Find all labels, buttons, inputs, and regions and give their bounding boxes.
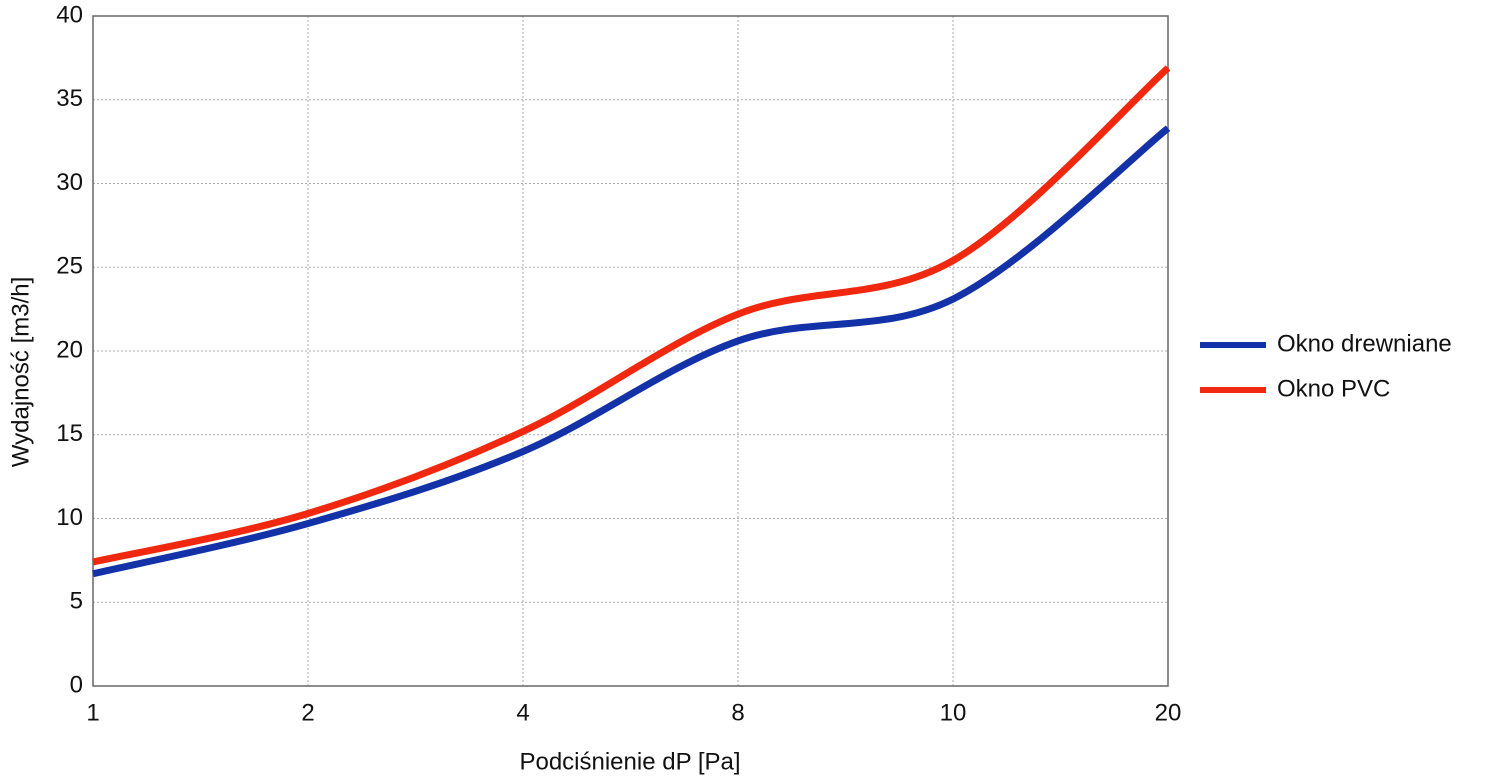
y-tick-label: 40 xyxy=(56,1,83,28)
y-tick-label: 10 xyxy=(56,504,83,531)
legend-label: Okno drewniane xyxy=(1277,330,1452,357)
y-tick-label: 5 xyxy=(70,588,83,615)
y-tick-label: 25 xyxy=(56,253,83,280)
x-tick-label: 20 xyxy=(1155,699,1182,726)
plot-border xyxy=(92,15,1169,687)
y-tick-label: 15 xyxy=(56,420,83,447)
x-tick-label: 1 xyxy=(86,699,99,726)
x-tick-label: 10 xyxy=(940,699,967,726)
y-tick-label: 35 xyxy=(56,85,83,112)
x-axis-label: Podciśnienie dP [Pa] xyxy=(519,748,740,775)
x-tick-label: 8 xyxy=(731,699,744,726)
y-tick-label: 30 xyxy=(56,169,83,196)
x-tick-label: 2 xyxy=(301,699,314,726)
y-tick-label: 0 xyxy=(70,671,83,698)
line-series xyxy=(92,125,1171,578)
legend-label: Okno PVC xyxy=(1277,375,1390,402)
y-axis-label: Wydajność [m3/h] xyxy=(7,277,34,468)
y-tick-label: 20 xyxy=(56,336,83,363)
x-tick-label: 4 xyxy=(516,699,529,726)
line-series xyxy=(92,65,1171,566)
